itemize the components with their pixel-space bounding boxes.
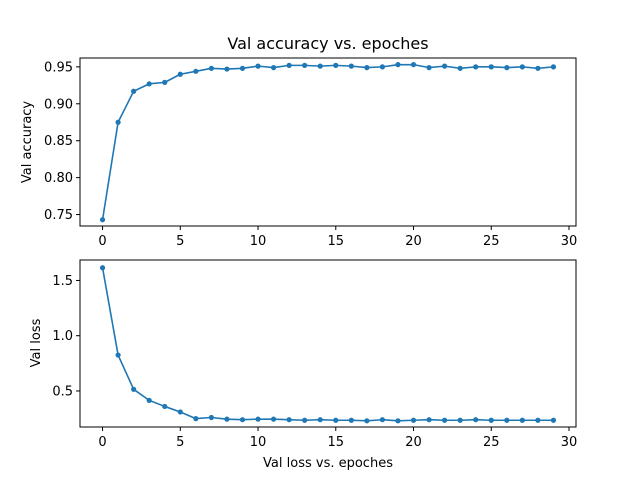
tick-layer: 0 5 10 15 20 25 30 0.75 0.80 0.85 0.90 0.95 (44, 60, 577, 249)
x-tick-label: 10 (250, 435, 267, 450)
chart-title: Val accuracy vs. epoches (227, 34, 428, 53)
x-tick-label: 5 (176, 234, 184, 249)
data-point (550, 417, 557, 423)
data-point (255, 63, 261, 69)
data-point (457, 417, 463, 423)
data-point (270, 65, 277, 71)
data-point (473, 64, 479, 70)
data-point (488, 417, 494, 423)
data-point (239, 417, 246, 423)
data-point (99, 265, 106, 271)
data-point (504, 65, 510, 71)
data-point (488, 64, 494, 70)
tick-layer: 0 5 10 15 20 25 30 0.5 1.0 1.5 (52, 274, 577, 450)
x-tick-label: 0 (98, 435, 106, 450)
data-point (131, 88, 137, 94)
data-point (410, 62, 417, 68)
x-axis-title: Val loss vs. epoches (263, 456, 393, 471)
series-layer (99, 62, 557, 223)
data-point (239, 65, 246, 71)
data-point (115, 119, 121, 125)
data-point (473, 417, 479, 423)
y-tick-label: 0.95 (44, 60, 73, 75)
data-point (302, 62, 308, 68)
loss-subplot: Val loss Val loss vs. epoches 0 5 10 15 20 25… (29, 259, 577, 471)
data-point (379, 417, 386, 423)
x-tick-label: 0 (98, 234, 106, 249)
data-point (177, 71, 183, 77)
x-tick-label: 20 (405, 234, 422, 249)
data-point (131, 386, 137, 392)
data-point (504, 417, 510, 423)
x-tick-label: 30 (561, 435, 578, 450)
data-point (333, 62, 339, 68)
y-tick-label: 1.0 (52, 329, 73, 344)
y-tick-label: 0.90 (44, 97, 73, 112)
y-axis-title: Val accuracy (20, 101, 35, 184)
x-tick-label: 30 (561, 234, 578, 249)
y-tick-label: 1.5 (52, 274, 73, 289)
y-tick-label: 0.80 (44, 171, 73, 186)
y-tick-label: 0.5 (52, 384, 73, 399)
data-point (550, 64, 557, 70)
x-tick-label: 25 (483, 234, 500, 249)
data-point (177, 409, 183, 415)
data-point (162, 403, 168, 410)
data-point (317, 63, 323, 69)
plot-frame (79, 57, 577, 227)
data-point (224, 416, 230, 422)
data-point (286, 62, 292, 68)
x-tick-label: 15 (328, 435, 345, 450)
data-point (286, 417, 292, 423)
data-point (193, 68, 199, 74)
data-point (333, 417, 339, 423)
data-point (364, 65, 370, 71)
data-point (115, 352, 121, 358)
data-point (410, 417, 417, 423)
data-point (146, 397, 152, 403)
data-point (348, 63, 354, 69)
data-point (426, 65, 432, 71)
data-point (426, 417, 432, 423)
x-tick-label: 20 (405, 435, 422, 450)
data-point (208, 65, 214, 71)
x-tick-label: 25 (483, 435, 500, 450)
accuracy-subplot: Val accuracy vs. epoches Val accuracy 0 5… (20, 34, 577, 249)
data-point (457, 65, 463, 71)
x-tick-label: 15 (328, 234, 345, 249)
data-point (146, 81, 152, 87)
data-point (348, 417, 354, 423)
data-point (442, 63, 448, 69)
data-point (99, 217, 106, 223)
y-axis-title: Val loss (29, 318, 44, 367)
data-point (379, 64, 386, 70)
data-point (364, 418, 370, 424)
data-point (519, 64, 525, 70)
x-tick-label: 5 (176, 435, 184, 450)
series-layer (99, 265, 557, 424)
data-point (162, 79, 168, 85)
data-point (317, 417, 323, 423)
data-point (224, 66, 230, 72)
data-point (193, 416, 199, 422)
data-point (442, 417, 448, 423)
data-point (208, 414, 214, 421)
y-tick-label: 0.75 (44, 208, 73, 223)
plot-frame (79, 259, 577, 428)
data-point (395, 418, 401, 424)
x-tick-label: 10 (250, 234, 267, 249)
data-point (535, 417, 541, 423)
data-point (302, 417, 308, 423)
data-point (535, 65, 541, 71)
y-tick-label: 0.85 (44, 134, 73, 149)
data-point (255, 416, 261, 422)
data-point (395, 62, 401, 68)
data-point (519, 417, 525, 423)
data-point (270, 416, 277, 422)
